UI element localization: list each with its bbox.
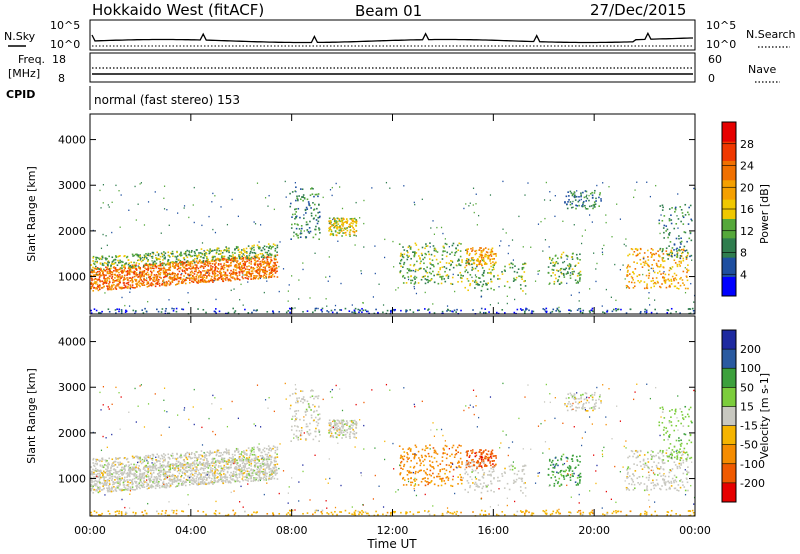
power-ytick-label: 4000 — [58, 134, 86, 147]
velocity-colorbar-swatch — [722, 349, 736, 369]
nave-tick-high: 60 — [708, 53, 722, 66]
velocity-ytick-label: 4000 — [58, 336, 86, 349]
power-colorbar-tick: 12 — [740, 225, 754, 238]
velocity-colorbar: -200 -100 -50 -15 15 50 100 200 Velocity [m s-1… — [721, 329, 771, 503]
velocity-ytick-label: 3000 — [58, 381, 86, 394]
velocity-colorbar-tick: 100 — [740, 362, 761, 375]
cpid-text: normal (fast stereo) 153 — [94, 93, 240, 107]
velocity-colorbar-tick: -200 — [740, 477, 765, 490]
power-colorbar: 4 8 12 16 20 24 28 Power [dB] — [721, 121, 771, 297]
power-ytick-label: 2000 — [58, 225, 86, 238]
velocity-scatter — [90, 382, 696, 517]
xtick-label: 04:00 — [175, 524, 207, 537]
velocity-colorbar-swatch — [722, 463, 736, 484]
velocity-colorbar-swatch — [722, 444, 736, 465]
cpid-label: CPID — [6, 88, 35, 101]
power-colorbar-swatch — [722, 257, 736, 277]
xtick-label: 12:00 — [377, 524, 409, 537]
power-colorbar-tick: 28 — [740, 138, 754, 151]
freq-panel: Freq. [MHz] 18 8 60 0 Nave — [8, 52, 780, 85]
date-title: 27/Dec/2015 — [590, 1, 686, 19]
beam-title: Beam 01 — [355, 2, 422, 20]
velocity-ylabel: Slant Range [km] — [25, 368, 38, 464]
nsearch-tick-high: 10^5 — [706, 19, 736, 32]
station-title: Hokkaido West (fitACF) — [92, 1, 264, 19]
freq-label: Freq. — [18, 53, 45, 66]
power-colorbar-swatch — [722, 276, 736, 297]
power-ylabel: Slant Range [km] — [25, 166, 38, 262]
velocity-colorbar-swatch — [722, 330, 736, 350]
nsky-series-line — [91, 31, 693, 44]
noise-panel: N.Sky 10^5 10^0 10^5 10^0 N.Search — [4, 19, 796, 51]
velocity-colorbar-swatch — [722, 406, 736, 426]
velocity-colorbar-swatch — [722, 387, 736, 407]
velocity-colorbar-tick: 50 — [740, 381, 754, 394]
power-ytick-label: 1000 — [58, 271, 86, 284]
xtick-label: 08:00 — [276, 524, 308, 537]
power-colorbar-tick: 20 — [740, 181, 754, 194]
x-axis-label: Time UT — [366, 537, 417, 551]
power-colorbar-swatch — [722, 141, 736, 161]
nsearch-label: N.Search — [746, 28, 796, 41]
velocity-colorbar-tick: 200 — [740, 343, 761, 356]
power-ytick-label: 3000 — [58, 179, 86, 192]
velocity-ytick-label: 1000 — [58, 473, 86, 486]
velocity-colorbar-swatch — [722, 482, 736, 503]
velocity-colorbar-tick: -50 — [740, 439, 758, 452]
nsearch-tick-low: 10^0 — [706, 38, 736, 51]
nsky-tick-low: 10^0 — [50, 38, 80, 51]
power-colorbar-tick: 4 — [740, 268, 747, 281]
power-colorbar-swatch — [722, 180, 736, 200]
power-colorbar-label: Power [dB] — [758, 184, 771, 244]
power-colorbar-swatch — [722, 238, 736, 258]
velocity-colorbar-label: Velocity [m s-1] — [758, 373, 771, 459]
velocity-ytick-label: 2000 — [58, 427, 86, 440]
nave-tick-low: 0 — [708, 72, 715, 85]
xtick-label: 16:00 — [477, 524, 509, 537]
velocity-colorbar-swatch — [722, 425, 736, 445]
nave-label: Nave — [748, 63, 776, 76]
power-panel: 1000 2000 3000 4000 Slant Range [km] — [25, 113, 696, 315]
power-colorbar-tick: 16 — [740, 203, 754, 216]
velocity-colorbar-tick: 15 — [740, 400, 754, 413]
power-scatter — [90, 180, 696, 315]
power-colorbar-swatch — [722, 160, 736, 181]
velocity-panel: 1000 2000 3000 4000 Slant Range [km] — [25, 315, 696, 517]
power-colorbar-swatch — [722, 218, 736, 239]
freq-tick-low: 8 — [58, 72, 65, 85]
xtick-label: 00:00 — [679, 524, 711, 537]
power-colorbar-tick: 8 — [740, 247, 747, 260]
nsky-tick-high: 10^5 — [50, 19, 80, 32]
freq-unit-label: [MHz] — [8, 67, 40, 80]
xtick-label: 20:00 — [578, 524, 610, 537]
velocity-colorbar-tick: -15 — [740, 420, 758, 433]
nsky-label: N.Sky — [4, 30, 36, 43]
xtick-label: 00:00 — [74, 524, 106, 537]
freq-tick-high: 18 — [52, 53, 66, 66]
velocity-colorbar-swatch — [722, 368, 736, 388]
power-colorbar-swatch — [722, 122, 736, 142]
power-colorbar-tick: 24 — [740, 160, 754, 173]
velocity-colorbar-tick: -100 — [740, 458, 765, 471]
